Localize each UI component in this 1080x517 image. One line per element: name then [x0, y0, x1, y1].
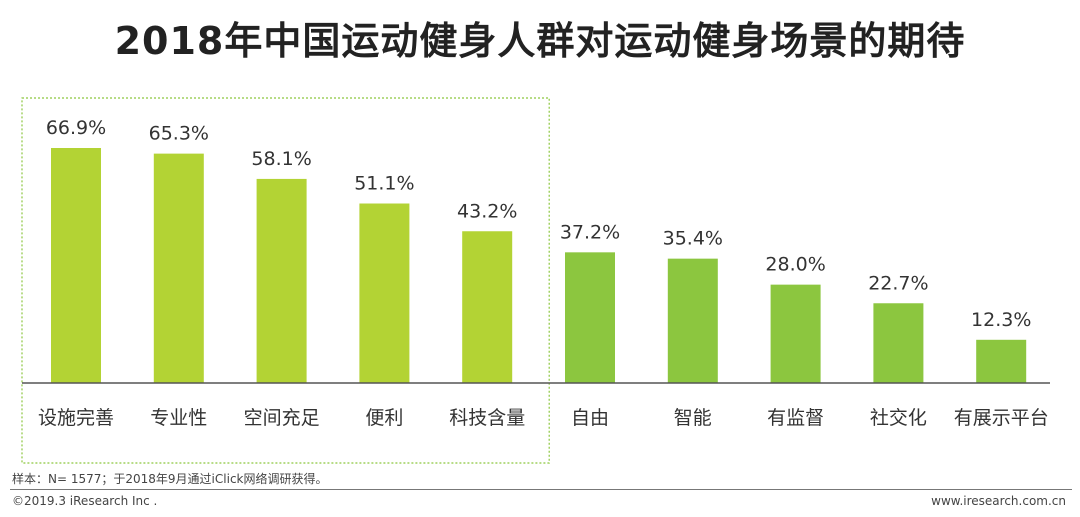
- data-label: 51.1%: [354, 173, 414, 195]
- data-label: 43.2%: [457, 200, 517, 222]
- category-label: 有监督: [767, 407, 824, 429]
- sample-footnote: 样本：N= 1577；于2018年9月通过iClick网络调研获得。: [12, 472, 328, 486]
- data-label: 66.9%: [46, 117, 106, 139]
- bar: [667, 258, 718, 383]
- data-label: 58.1%: [251, 148, 311, 170]
- data-label: 22.7%: [868, 272, 928, 294]
- data-label: 28.0%: [765, 254, 825, 276]
- category-label: 智能: [674, 407, 712, 429]
- data-label: 37.2%: [560, 221, 620, 243]
- category-label: 社交化: [870, 407, 927, 429]
- category-label: 科技含量: [449, 407, 525, 429]
- data-label: 35.4%: [663, 228, 723, 250]
- category-label: 有展示平台: [954, 407, 1049, 429]
- bar: [976, 339, 1027, 383]
- copyright-text: ©2019.3 iResearch Inc .: [12, 494, 158, 508]
- data-label: 65.3%: [149, 123, 209, 145]
- footer-divider: [10, 489, 1072, 490]
- bar: [462, 231, 513, 383]
- category-label: 便利: [365, 407, 403, 429]
- bar-chart: 66.9% 设施完善 65.3% 专业性 58.1% 空间充足 51.1% 便利 43.2% 科技…: [21, 97, 1050, 464]
- bar: [153, 153, 204, 383]
- bar: [359, 203, 410, 383]
- chart-title: 2018年中国运动健身人群对运动健身场景的期待: [114, 19, 966, 63]
- bar: [770, 284, 821, 383]
- website-link[interactable]: www.iresearch.com.cn: [931, 494, 1066, 508]
- category-label: 自由: [571, 407, 609, 429]
- highlight-box: [21, 97, 550, 464]
- bar: [565, 252, 615, 383]
- bar: [51, 148, 101, 383]
- bar: [873, 303, 924, 383]
- data-label: 12.3%: [971, 309, 1031, 331]
- category-label: 专业性: [150, 407, 207, 429]
- bar: [256, 178, 307, 383]
- category-label: 空间充足: [244, 407, 320, 429]
- category-label: 设施完善: [38, 407, 114, 429]
